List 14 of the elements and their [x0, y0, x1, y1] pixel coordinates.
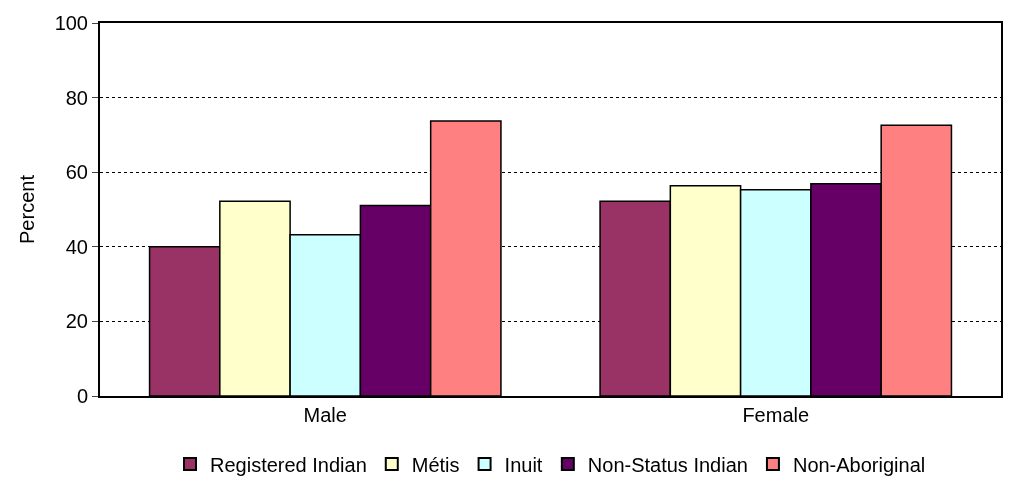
y-tick-label: 40	[65, 235, 88, 258]
y-axis-title: Percent	[15, 174, 38, 244]
x-tick-label: Female	[742, 404, 810, 426]
y-tick-label: 100	[54, 12, 88, 34]
y-tick-label: 20	[65, 310, 88, 333]
y-tick-label: 0	[76, 385, 88, 407]
y-tick-label: 80	[65, 86, 88, 109]
legend-label: Métis	[411, 453, 460, 476]
legend-label: Registered Indian	[210, 453, 367, 476]
y-tick-label: 60	[65, 161, 88, 184]
x-tick-label: Male	[303, 404, 347, 426]
legend-label: Non-Aboriginal	[792, 453, 926, 476]
legend-label: Non-Status Indian	[587, 453, 748, 476]
legend-label: Inuit	[504, 453, 543, 476]
